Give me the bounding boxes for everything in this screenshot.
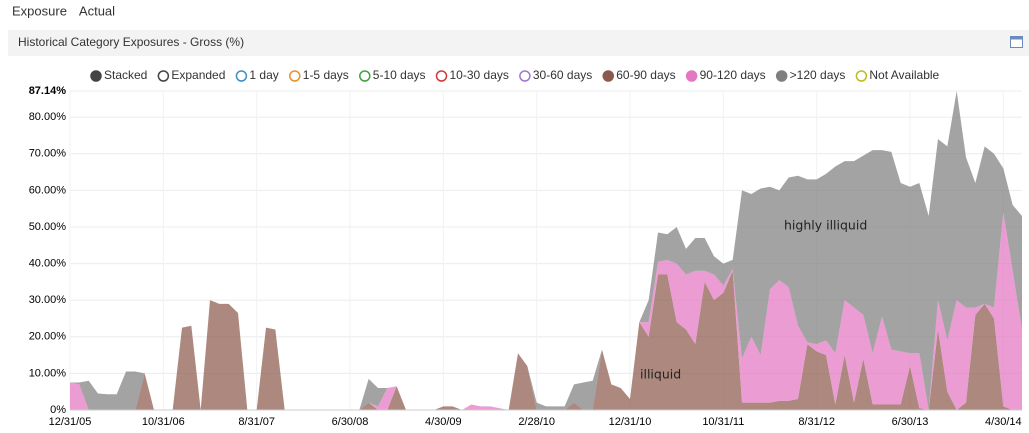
y-tick-label: 20.00% [29,331,67,343]
mode-toggle-symbol[interactable] [157,70,170,82]
tab[interactable]: Exposure [12,3,67,18]
y-tick-label: 80.00% [29,111,67,123]
legend-entry[interactable]: >120 days [790,68,846,82]
y-tick-label: 70.00% [29,148,67,160]
legend-entry-symbol[interactable] [435,70,448,82]
x-tick-label: 8/31/07 [238,416,275,428]
x-tick-label: 4/30/14 [985,416,1022,428]
x-tick-label: 6/30/08 [332,416,369,428]
x-tick-label: 10/31/11 [702,416,744,428]
y-tick-label: 60.00% [29,184,67,196]
legend-entry-symbol[interactable] [235,70,248,82]
legend-entry-symbol[interactable] [602,70,614,82]
panel-header [8,30,1029,56]
legend-entry-symbol[interactable] [359,70,371,82]
tab[interactable]: Actual [79,3,115,18]
y-tick-label: 87.14% [29,85,67,97]
x-tick-label: 10/31/06 [142,416,185,428]
mode-toggle-symbol[interactable] [90,70,102,82]
y-tick-label: 0% [50,404,66,416]
legend-entry[interactable]: 1-5 days [303,68,349,82]
legend-entry-symbol[interactable] [775,70,788,82]
y-tick-label: 10.00% [29,367,67,379]
mode-toggle[interactable]: Stacked [104,68,147,82]
x-tick-label: 6/30/13 [892,416,929,428]
y-tick-label: 50.00% [29,221,67,233]
area [70,91,1022,410]
legend-entry[interactable]: 30-60 days [533,68,592,82]
area [70,212,1022,410]
legend-entry[interactable]: 90-120 days [700,68,766,82]
x-tick-label: 2/28/10 [518,416,555,428]
mode-toggle[interactable]: Expanded [171,68,225,82]
legend-entry[interactable]: Not Available [869,68,939,82]
annotation: illiquid [640,367,681,382]
legend-entry-symbol[interactable] [685,70,698,82]
legend-entry-symbol[interactable] [289,70,301,82]
x-tick-label: 12/31/05 [49,416,92,428]
annotation: highly illiquid [784,218,867,233]
x-tick-label: 12/31/10 [609,416,652,428]
legend-entry-symbol[interactable] [519,70,531,82]
legend-entry[interactable]: 1 day [249,68,278,82]
maximize-icon[interactable] [1010,36,1023,48]
legend-entry[interactable]: 5-10 days [373,68,426,82]
legend-entry[interactable]: 10-30 days [450,68,509,82]
panel-title: Historical Category Exposures - Gross (%… [18,35,244,49]
legend-entry-symbol[interactable] [855,70,868,82]
legend-entry[interactable]: 60-90 days [616,68,675,82]
x-tick-label: 4/30/09 [425,416,462,428]
y-tick-label: 30.00% [29,294,67,306]
y-tick-label: 40.00% [29,257,67,269]
x-tick-label: 8/31/12 [798,416,835,428]
